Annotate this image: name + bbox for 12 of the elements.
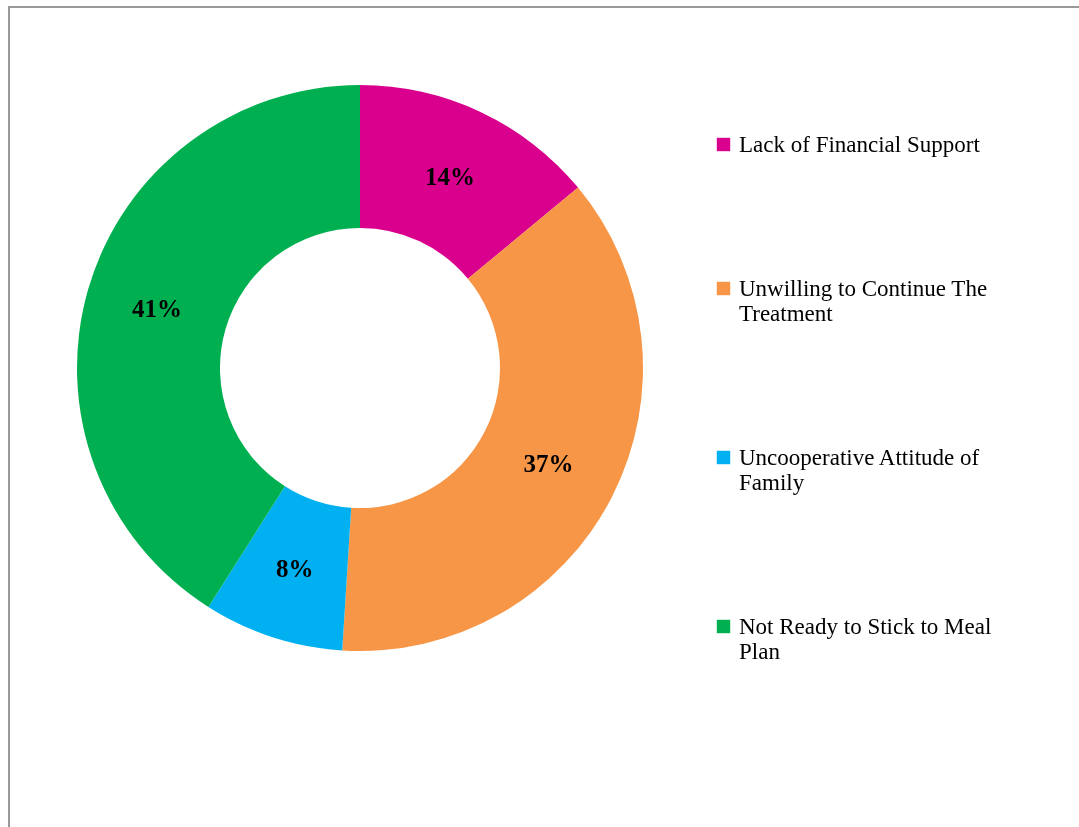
data-label: 8% [275,555,314,583]
legend-label: Not Ready to Stick to Meal Plan [739,613,992,664]
data-label: 14% [425,162,476,190]
legend-label: Uncooperative Attitude of Family [739,444,980,495]
legend-label: Unwilling to Continue The Treatment [739,275,988,326]
data-label: 37% [523,450,574,478]
data-label: 41% [131,294,182,322]
donut-slice [342,187,643,651]
donut-slice [77,85,360,607]
donut-slice [360,85,579,279]
donut-slice [208,486,352,651]
legend-label: Lack of Financial Support [739,131,981,157]
